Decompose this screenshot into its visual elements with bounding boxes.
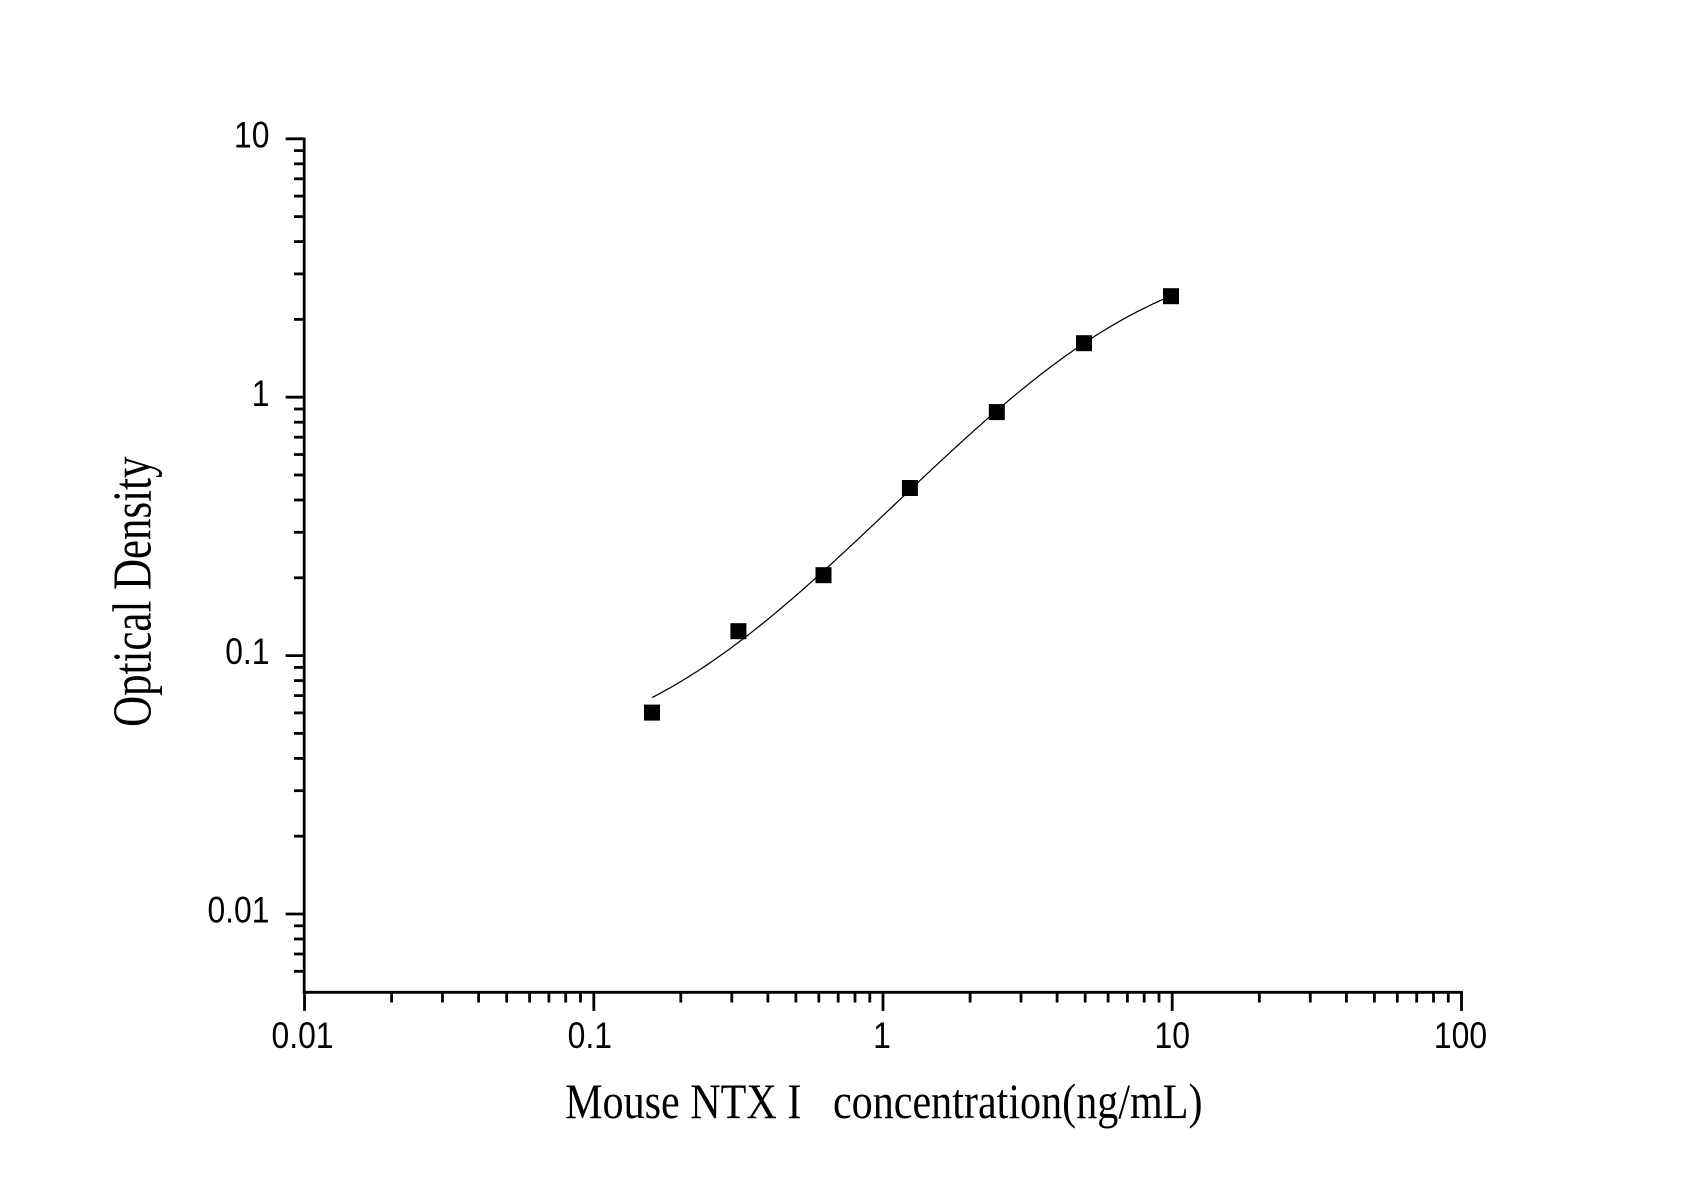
svg-text:1: 1 bbox=[252, 372, 270, 414]
svg-text:0.01: 0.01 bbox=[271, 1014, 333, 1056]
svg-text:100: 100 bbox=[1434, 1014, 1487, 1056]
svg-text:10: 10 bbox=[234, 114, 269, 156]
svg-text:Mouse NTX I concentration(ng: Mouse NTX I concentration(ng/mL) bbox=[565, 1073, 1202, 1128]
svg-text:0.1: 0.1 bbox=[225, 631, 269, 673]
svg-text:10: 10 bbox=[1154, 1014, 1189, 1056]
svg-text:1: 1 bbox=[873, 1014, 891, 1056]
svg-text:0.01: 0.01 bbox=[207, 889, 269, 931]
svg-text:Optical Density: Optical Density bbox=[101, 456, 163, 726]
svg-text:0.1: 0.1 bbox=[568, 1014, 612, 1056]
